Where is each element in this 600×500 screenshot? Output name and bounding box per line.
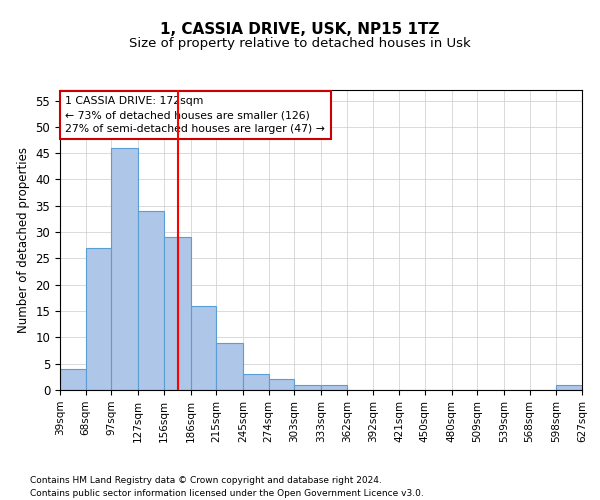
Bar — [216, 342, 243, 390]
Bar — [295, 384, 321, 390]
Bar — [556, 384, 582, 390]
Text: 1, CASSIA DRIVE, USK, NP15 1TZ: 1, CASSIA DRIVE, USK, NP15 1TZ — [160, 22, 440, 38]
Text: Contains HM Land Registry data © Crown copyright and database right 2024.: Contains HM Land Registry data © Crown c… — [30, 476, 382, 485]
Bar — [138, 211, 164, 390]
Bar — [60, 369, 86, 390]
Bar — [321, 384, 347, 390]
Bar — [86, 248, 112, 390]
Bar — [191, 306, 216, 390]
Bar — [164, 238, 191, 390]
Bar — [243, 374, 269, 390]
Text: 1 CASSIA DRIVE: 172sqm
← 73% of detached houses are smaller (126)
27% of semi-de: 1 CASSIA DRIVE: 172sqm ← 73% of detached… — [65, 96, 325, 134]
Text: Size of property relative to detached houses in Usk: Size of property relative to detached ho… — [129, 38, 471, 51]
Y-axis label: Number of detached properties: Number of detached properties — [17, 147, 30, 333]
Text: Contains public sector information licensed under the Open Government Licence v3: Contains public sector information licen… — [30, 488, 424, 498]
Bar — [112, 148, 138, 390]
Bar — [269, 380, 295, 390]
